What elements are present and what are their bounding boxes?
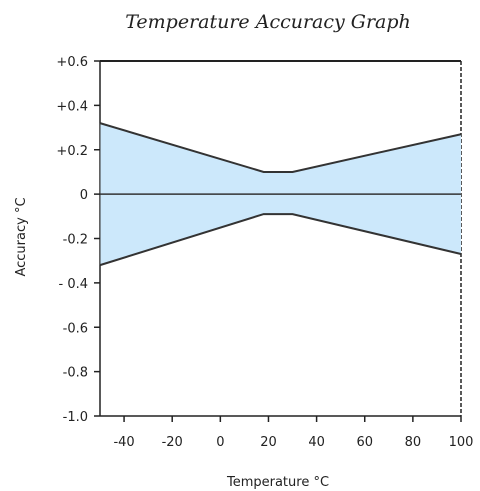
y-tick-label: 0 — [80, 188, 88, 203]
x-tick-label: 80 — [405, 435, 422, 450]
plot-area: +0.6 +0.4 +0.2 0 -0.2 - 0.4 -0.6 -0.8 -1.0 -40 -20… — [56, 55, 473, 450]
x-tick-label: 0 — [216, 435, 224, 450]
x-tick-label: -20 — [162, 435, 183, 450]
x-axis-label: Temperature °C — [226, 475, 329, 490]
x-tick-label: 20 — [260, 435, 277, 450]
upper-limit-line-0 — [99, 122, 462, 173]
x-tick-label: 100 — [449, 435, 474, 450]
y-tick-label: -0.8 — [63, 366, 88, 381]
y-tick-label: - 0.4 — [59, 277, 89, 292]
y-tick-label: -0.6 — [63, 321, 88, 336]
y-tick-label: +0.4 — [56, 99, 88, 114]
y-axis-label: Accuracy °C — [14, 197, 29, 276]
lower-limit-line-0 — [99, 213, 462, 267]
x-tick-label: -40 — [113, 435, 134, 450]
x-tick-label: 60 — [356, 435, 373, 450]
y-tick-label: -0.2 — [63, 233, 88, 248]
x-tick-label: 40 — [308, 435, 325, 450]
y-tick-label: -1.0 — [63, 410, 88, 425]
y-tick-label: +0.2 — [56, 144, 88, 159]
y-tick-label: +0.6 — [56, 55, 88, 70]
chart-title: Temperature Accuracy Graph — [125, 11, 411, 33]
